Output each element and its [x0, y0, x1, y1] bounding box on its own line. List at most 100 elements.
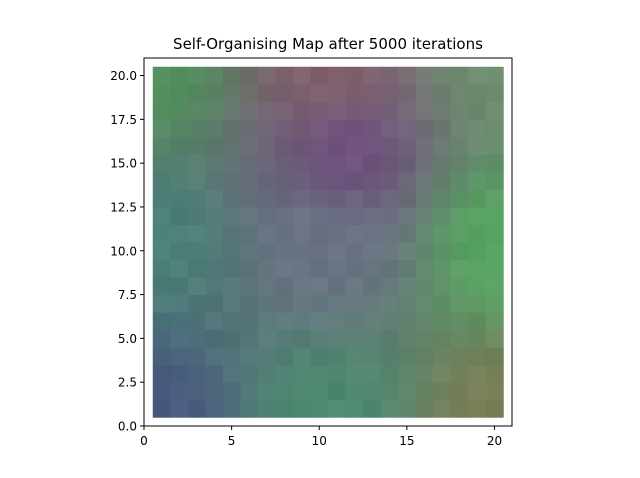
heatmap-cell [485, 347, 504, 366]
heatmap-cell [380, 189, 399, 208]
heatmap-cell [328, 242, 347, 261]
heatmap-cell [170, 224, 189, 243]
heatmap-cell [275, 154, 294, 173]
heatmap-cell [363, 364, 382, 383]
heatmap-cell [292, 242, 311, 261]
heatmap-cell [292, 312, 311, 331]
heatmap-cell [433, 119, 452, 138]
heatmap-cell [152, 119, 171, 138]
heatmap-cell [468, 206, 487, 225]
heatmap-cell [170, 171, 189, 190]
heatmap-cell [205, 259, 224, 278]
heatmap-cell [310, 136, 329, 155]
heatmap-cell [415, 171, 434, 190]
heatmap-cell [468, 277, 487, 296]
heatmap-cell [152, 382, 171, 401]
heatmap-cell [328, 136, 347, 155]
heatmap-cell [345, 101, 364, 120]
heatmap-cell [415, 242, 434, 261]
heatmap-cell [363, 242, 382, 261]
heatmap-cell [328, 259, 347, 278]
heatmap-cell [222, 277, 241, 296]
heatmap-cell [485, 259, 504, 278]
heatmap-cell [310, 171, 329, 190]
heatmap-cell [485, 224, 504, 243]
heatmap-cell [345, 277, 364, 296]
heatmap-cell [380, 312, 399, 331]
heatmap-cell [433, 347, 452, 366]
heatmap-cell [257, 242, 276, 261]
heatmap-cell [292, 382, 311, 401]
heatmap-cell [240, 329, 259, 348]
heatmap-cell [380, 84, 399, 103]
heatmap-cell [433, 154, 452, 173]
heatmap-cell [222, 312, 241, 331]
heatmap-cell [433, 101, 452, 120]
heatmap-cell [152, 84, 171, 103]
heatmap-cell [433, 84, 452, 103]
heatmap-cell [152, 242, 171, 261]
heatmap-cell [450, 119, 469, 138]
heatmap-cell [450, 312, 469, 331]
heatmap-cell [468, 66, 487, 85]
heatmap-cell [398, 242, 417, 261]
heatmap-cell [310, 399, 329, 418]
heatmap-cell [170, 136, 189, 155]
x-tick-label: 10 [312, 434, 327, 448]
heatmap-cell [450, 101, 469, 120]
heatmap-cell [380, 154, 399, 173]
heatmap-cell [468, 259, 487, 278]
heatmap-cell [450, 189, 469, 208]
y-tick-label: 17.5 [110, 113, 137, 127]
heatmap-cell [328, 66, 347, 85]
heatmap-cell [187, 399, 206, 418]
heatmap-cell [398, 294, 417, 313]
heatmap-cell [380, 224, 399, 243]
heatmap-cell [415, 329, 434, 348]
heatmap-cell [310, 382, 329, 401]
heatmap-cell [240, 119, 259, 138]
heatmap-cell [187, 136, 206, 155]
heatmap-cell [468, 382, 487, 401]
heatmap-cell [240, 171, 259, 190]
heatmap-cell [450, 277, 469, 296]
heatmap-cell [292, 66, 311, 85]
heatmap-cell [152, 136, 171, 155]
heatmap-cell [275, 382, 294, 401]
heatmap-cell [240, 259, 259, 278]
heatmap-cell [152, 277, 171, 296]
heatmap-cell [433, 224, 452, 243]
heatmap-cell [450, 66, 469, 85]
heatmap-cell [222, 329, 241, 348]
heatmap-cell [275, 171, 294, 190]
heatmap-cell [187, 189, 206, 208]
heatmap-cell [380, 66, 399, 85]
heatmap-cell [275, 66, 294, 85]
heatmap-cell [275, 84, 294, 103]
heatmap-cell [328, 154, 347, 173]
heatmap-cell [363, 399, 382, 418]
heatmap-cell [433, 399, 452, 418]
heatmap-cell [187, 347, 206, 366]
heatmap-cell [222, 84, 241, 103]
heatmap-cell [292, 277, 311, 296]
heatmap-cell [468, 364, 487, 383]
heatmap-cell [345, 206, 364, 225]
heatmap-cell [363, 382, 382, 401]
heatmap-cell [398, 329, 417, 348]
heatmap-cell [398, 101, 417, 120]
heatmap-cell [380, 206, 399, 225]
heatmap-cell [257, 382, 276, 401]
heatmap-cell [152, 399, 171, 418]
heatmap-cell [433, 294, 452, 313]
heatmap-cell [292, 119, 311, 138]
heatmap-cell [187, 329, 206, 348]
heatmap-cell [468, 224, 487, 243]
heatmap-cell [240, 84, 259, 103]
heatmap-cell [257, 294, 276, 313]
heatmap-cell [328, 189, 347, 208]
heatmap-cell [485, 329, 504, 348]
heatmap-cell [222, 294, 241, 313]
heatmap-cell [170, 382, 189, 401]
heatmap-cell [363, 312, 382, 331]
